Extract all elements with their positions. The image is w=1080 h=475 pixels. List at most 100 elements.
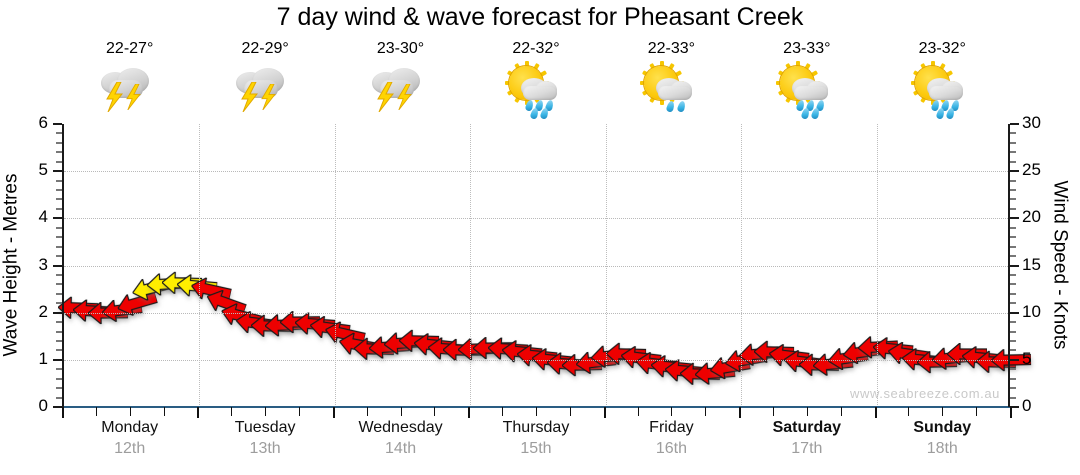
temperature-range: 23-32°	[918, 40, 966, 57]
sun-cloud-rain-icon	[504, 61, 567, 120]
y-axis-minor-tick	[56, 302, 62, 305]
day-label: Friday 16th	[604, 418, 739, 460]
x-axis-tick	[840, 407, 842, 416]
y-axis-minor-tick	[56, 330, 62, 333]
y-axis-minor-tick	[56, 377, 62, 380]
day-name: Wednesday	[358, 419, 443, 436]
y-axis-minor-tick	[56, 141, 62, 144]
y-axis-tick	[53, 264, 62, 267]
gridline	[64, 359, 1012, 361]
y-axis-label: 25	[1022, 160, 1041, 180]
y-axis-minor-tick	[56, 396, 62, 399]
cloud-shape	[522, 86, 557, 100]
x-axis-tick	[603, 407, 606, 418]
thunderstorm-icon	[234, 62, 296, 120]
cloud-shape	[793, 86, 828, 100]
y-axis-tick	[53, 123, 62, 125]
y-axis-minor-tick	[56, 189, 62, 192]
y-axis-minor-tick	[1010, 339, 1016, 342]
sun-cloud-rain-icon	[775, 61, 838, 120]
y-axis-minor-tick	[56, 207, 62, 210]
day-label: Monday 12th	[62, 418, 197, 460]
x-axis-tick	[400, 407, 402, 416]
x-axis-tick	[468, 407, 471, 418]
y-axis-label: 6	[38, 113, 48, 132]
thunderstorm-icon	[99, 62, 161, 120]
y-axis-minor-tick	[56, 321, 62, 324]
x-axis-tick	[366, 407, 368, 416]
day-header: 22-29°	[197, 38, 332, 124]
y-axis-label: 10	[1022, 301, 1041, 321]
y-axis-minor-tick	[1010, 160, 1016, 163]
day-label: Wednesday 14th	[333, 418, 468, 460]
day-header: 22-32°	[468, 38, 603, 124]
day-header: 23-33°	[739, 38, 874, 124]
y-axis-minor-tick	[1010, 207, 1016, 210]
y-axis-minor-tick	[1010, 151, 1016, 154]
y-axis-tick	[1010, 406, 1019, 408]
temperature-range: 22-29°	[241, 40, 289, 57]
cloud-shape	[658, 86, 693, 100]
plot-area: www.seabreeze.com.au	[57, 124, 1032, 407]
y-axis-minor-tick	[1010, 141, 1016, 144]
x-axis-tick	[739, 407, 742, 418]
page-title: 7 day wind & wave forecast for Pheasant …	[276, 3, 804, 31]
y-axis-tick	[53, 170, 62, 173]
x-axis-tick	[231, 407, 233, 416]
day-date: 17th	[791, 440, 823, 457]
y-axis-tick	[1010, 311, 1019, 314]
y-axis-label: 3	[38, 254, 48, 274]
y-axis-tick	[53, 406, 62, 408]
day-name: Friday	[649, 419, 694, 436]
temperature-range: 22-33°	[647, 40, 696, 57]
gridline	[64, 265, 1012, 267]
day-label: Thursday 15th	[468, 418, 603, 460]
y-axis-minor-tick	[1010, 255, 1016, 258]
x-axis-tick	[874, 407, 877, 418]
y-axis-label: 0	[1022, 396, 1032, 415]
y-axis-minor-tick	[1010, 245, 1016, 248]
y-axis-minor-tick	[1010, 387, 1016, 390]
y-axis-minor-tick	[1010, 377, 1016, 380]
y-axis-minor-tick	[56, 236, 62, 239]
cloud-shape	[929, 86, 964, 100]
y-axis-minor-tick	[56, 349, 62, 352]
y-axis-minor-tick	[56, 226, 62, 229]
y-axis-label: 2	[38, 301, 48, 321]
y-axis-minor-tick	[1010, 368, 1016, 371]
wind-arrow-series	[57, 124, 1032, 407]
day-divider	[199, 124, 201, 407]
temperature-range: 23-30°	[376, 40, 425, 57]
day-name: Saturday	[772, 419, 842, 436]
y-axis-tick	[1010, 123, 1019, 125]
y-axis-minor-tick	[1010, 198, 1016, 201]
y-axis-minor-tick	[56, 160, 62, 163]
y-axis-minor-tick	[56, 339, 62, 342]
y-axis-minor-tick	[1010, 189, 1016, 192]
y-axis-tick	[1010, 358, 1019, 361]
y-axis-label: 5	[1022, 348, 1032, 368]
y-axis-minor-tick	[56, 273, 62, 276]
day-name: Monday	[101, 419, 159, 436]
x-axis-tick	[671, 407, 673, 416]
y-axis-tick	[1010, 264, 1019, 267]
x-axis-tick	[434, 407, 436, 416]
day-divider	[741, 124, 743, 407]
y-axis-minor-tick	[1010, 179, 1016, 182]
y-axis-minor-tick	[1010, 292, 1016, 295]
x-axis-tick	[332, 407, 335, 418]
x-axis-tick	[129, 407, 131, 416]
x-axis-tick	[95, 407, 97, 416]
day-divider	[334, 124, 336, 407]
y-axis-minor-tick	[1010, 302, 1016, 305]
y-axis-minor-tick	[1010, 283, 1016, 286]
day-label: Saturday 17th	[739, 418, 874, 460]
y-axis-minor-tick	[1010, 273, 1016, 276]
x-axis-tick	[806, 407, 808, 416]
day-date: 18th	[926, 440, 958, 457]
y-axis-label: 20	[1022, 207, 1041, 227]
day-divider	[876, 124, 878, 407]
gridline	[64, 312, 1012, 314]
y-axis-tick	[53, 311, 62, 314]
day-header: 22-33°	[604, 38, 739, 124]
